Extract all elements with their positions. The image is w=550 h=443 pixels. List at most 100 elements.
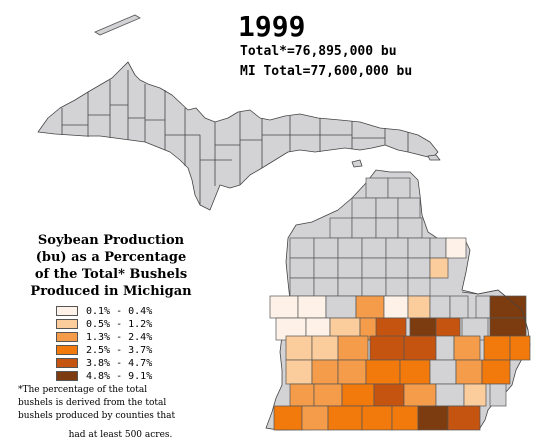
- county: [435, 383, 465, 407]
- county: [435, 335, 455, 361]
- county: [337, 335, 369, 361]
- footnote-line: had at least 500 acres.: [68, 430, 173, 440]
- up-outline: [37, 61, 439, 211]
- total-bushels: Total*=76,895,000 bu: [240, 44, 397, 59]
- county: [407, 257, 431, 279]
- legend-item: 0.1% - 0.4%: [56, 305, 152, 317]
- legend-swatch: [56, 332, 78, 342]
- county: [489, 383, 507, 407]
- legend-title-line: Soybean Production: [37, 233, 185, 248]
- county: [449, 295, 469, 319]
- county: [289, 277, 315, 297]
- county: [403, 383, 437, 407]
- county: [301, 405, 329, 431]
- county: [361, 277, 387, 297]
- legend-label: 0.1% - 0.4%: [86, 305, 153, 317]
- county: [311, 335, 339, 361]
- county: [383, 295, 409, 319]
- county: [445, 237, 467, 259]
- county: [273, 405, 303, 431]
- legend: 0.1% - 0.4% 0.5% - 1.2% 1.3% - 2.4% 2.5%…: [56, 305, 152, 383]
- county: [361, 405, 393, 431]
- county: [385, 237, 409, 259]
- legend-swatch: [56, 345, 78, 355]
- county: [351, 217, 377, 239]
- county: [297, 295, 327, 319]
- county: [397, 197, 421, 219]
- county: [361, 257, 387, 279]
- county: [341, 383, 375, 407]
- county: [369, 335, 405, 361]
- county: [329, 217, 353, 239]
- legend-item: 3.8% - 4.7%: [56, 357, 152, 369]
- county: [337, 277, 363, 297]
- county: [365, 177, 389, 199]
- county: [397, 217, 423, 239]
- year-title: 1999: [238, 10, 306, 43]
- county: [337, 359, 367, 385]
- up-island: [427, 154, 441, 161]
- county: [509, 335, 531, 361]
- county: [365, 359, 401, 385]
- county: [289, 383, 315, 407]
- county: [385, 277, 409, 297]
- county: [417, 405, 449, 431]
- county: [455, 359, 483, 385]
- county: [447, 405, 481, 431]
- county: [429, 359, 457, 385]
- county: [429, 295, 451, 319]
- legend-item: 4.8% - 9.1%: [56, 370, 152, 382]
- county: [429, 257, 449, 279]
- legend-label: 4.8% - 9.1%: [86, 370, 153, 382]
- county: [403, 335, 437, 361]
- county: [453, 335, 481, 361]
- up-island: [351, 159, 363, 168]
- legend-item: 0.5% - 1.2%: [56, 318, 152, 330]
- county: [285, 359, 313, 385]
- county: [483, 335, 511, 361]
- michigan-total-bushels: MI Total=77,600,000 bu: [240, 64, 413, 79]
- footnote: *The percentage of the total bushels is …: [18, 384, 223, 442]
- county: [351, 197, 377, 219]
- footnote-line: bushels is derived from the total: [18, 398, 167, 408]
- county: [375, 217, 399, 239]
- county: [311, 359, 339, 385]
- legend-label: 3.8% - 4.7%: [86, 357, 153, 369]
- isle-royale: [94, 14, 141, 36]
- county: [373, 383, 405, 407]
- county: [407, 237, 431, 259]
- county: [337, 237, 363, 259]
- county: [407, 295, 431, 319]
- legend-title: Soybean Production (bu) as a Percentage …: [6, 232, 216, 300]
- county: [481, 359, 511, 385]
- county: [327, 405, 363, 431]
- county: [285, 335, 313, 361]
- county: [407, 277, 431, 297]
- county: [289, 237, 315, 259]
- county: [289, 257, 315, 279]
- county: [463, 383, 487, 407]
- lower-peninsula-counties: [269, 177, 531, 431]
- footnote-line: bushels produced by counties that: [18, 411, 176, 421]
- county: [313, 277, 339, 297]
- legend-title-line: (bu) as a Percentage: [35, 250, 187, 265]
- upper-peninsula: [37, 61, 441, 211]
- county: [429, 237, 447, 259]
- legend-title-line: of the Total* Bushels: [34, 267, 188, 282]
- county: [361, 237, 387, 259]
- legend-item: 1.3% - 2.4%: [56, 331, 152, 343]
- county: [489, 295, 527, 319]
- footnote-line: *The percentage of the total: [18, 385, 148, 395]
- legend-label: 1.3% - 2.4%: [86, 331, 153, 343]
- legend-swatch: [56, 358, 78, 368]
- county: [313, 237, 339, 259]
- legend-label: 2.5% - 3.7%: [86, 344, 153, 356]
- county: [325, 295, 357, 319]
- county: [355, 295, 385, 319]
- legend-item: 2.5% - 3.7%: [56, 344, 152, 356]
- legend-title-line: Produced in Michigan: [30, 284, 192, 299]
- county: [387, 177, 411, 199]
- up-county-lines: [61, 70, 409, 205]
- county: [385, 257, 409, 279]
